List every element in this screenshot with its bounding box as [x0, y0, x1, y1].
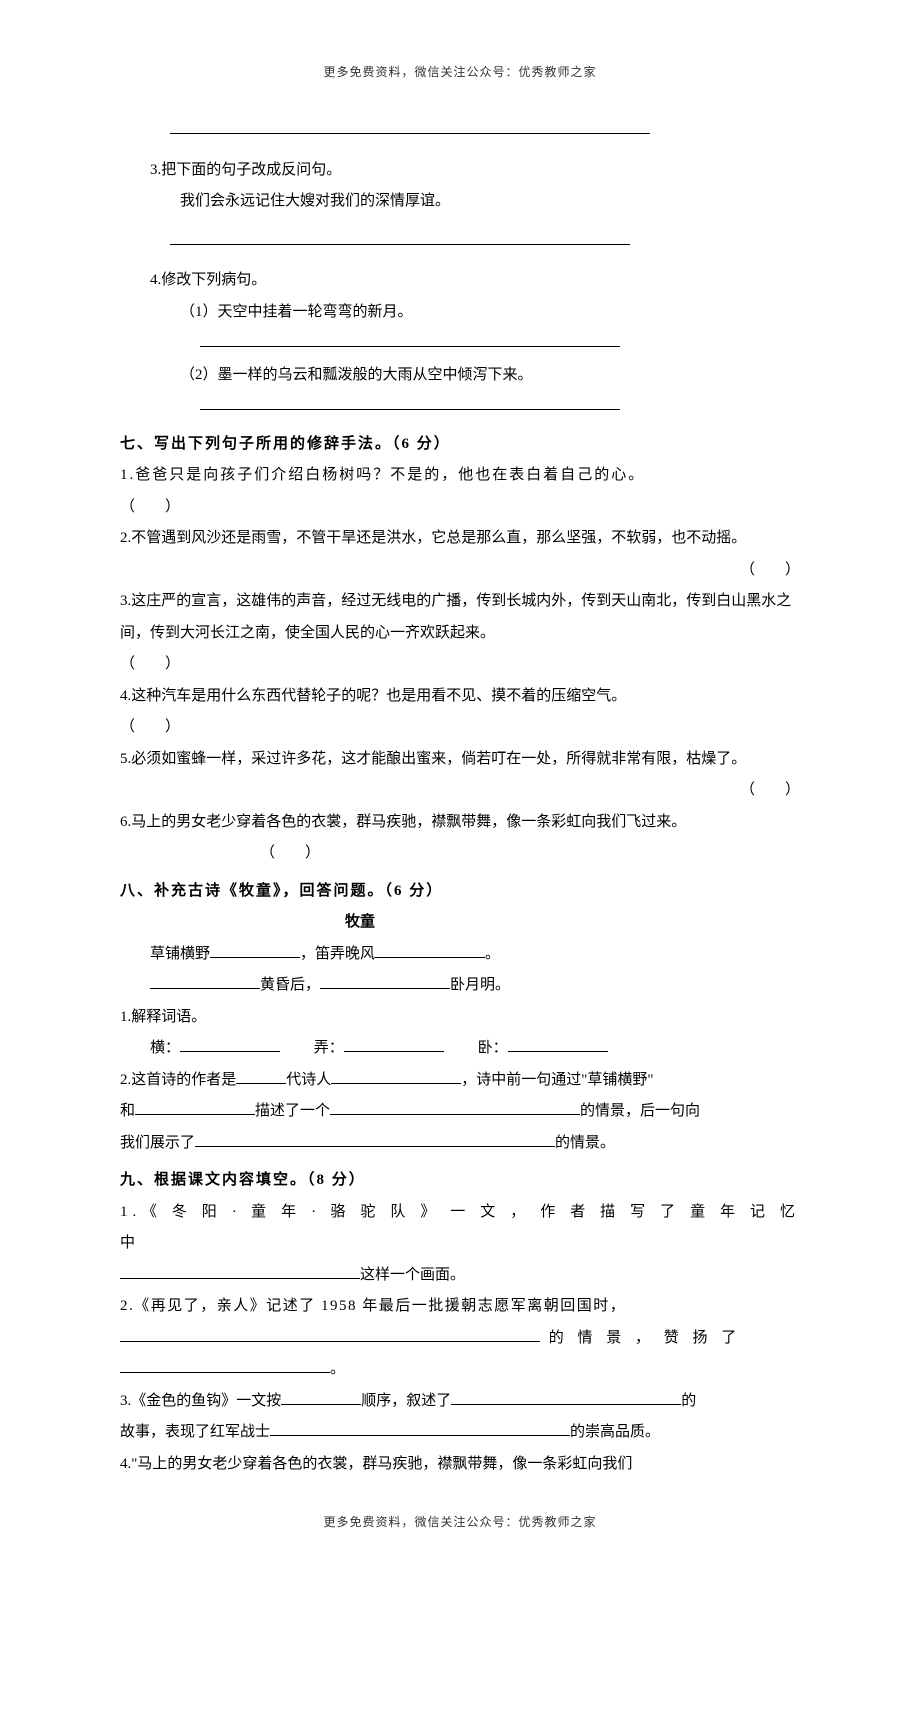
s9-i2c-line: 。 [120, 1354, 800, 1386]
paren-blank: （ ） [260, 838, 320, 870]
w3: 卧： [478, 1040, 508, 1056]
s7-item-5: 5.必须如蜜蜂一样，采过许多花，这才能酿出蜜来，倘若叮在一处，所得就非常有限，枯… [120, 744, 800, 807]
blank [236, 1069, 286, 1084]
l1a: 草铺横野 [150, 946, 210, 962]
s8-q2-line3: 我们展示了 的情景。 [120, 1128, 800, 1160]
blank [281, 1390, 361, 1405]
s8-q2-line2: 和 描述了一个 的情景，后一句向 [120, 1096, 800, 1128]
l2b: 卧月明。 [450, 977, 510, 993]
q2a: 2.这首诗的作者是 [120, 1072, 236, 1088]
word-defs: 横： 弄： 卧： [150, 1033, 800, 1065]
answer-line [170, 226, 800, 258]
paren-blank: （ ） [740, 555, 800, 587]
l1b: ，笛弄晚风 [300, 946, 375, 962]
s9-i3a: 3.《金色的鱼钩》一文按 [120, 1393, 281, 1409]
blank [451, 1390, 681, 1405]
blank [150, 974, 260, 989]
blank [344, 1037, 444, 1052]
l1c: 。 [485, 946, 500, 962]
paren-blank: （ ） [120, 712, 800, 744]
s9-i3e: 的崇高品质。 [570, 1424, 660, 1440]
paren-blank: （ ） [740, 775, 800, 807]
q2b: 代诗人 [286, 1072, 331, 1088]
page-footer: 更多免费资料，微信关注公众号：优秀教师之家 [120, 1510, 800, 1535]
blank [210, 943, 300, 958]
q3-prompt: 3.把下面的句子改成反问句。 [150, 155, 800, 187]
l2a: 黄昏后， [260, 977, 320, 993]
s9-i2c: 。 [330, 1361, 345, 1377]
s7-item-3: 3.这庄严的宣言，这雄伟的声音，经过无线电的广播，传到长城内外，传到天山南北，传… [120, 586, 800, 649]
blank [508, 1037, 608, 1052]
q4-s1: （1）天空中挂着一轮弯弯的新月。 [180, 297, 800, 329]
s9-i3b: 顺序，叙述了 [361, 1393, 451, 1409]
s7-i6-text: 6.马上的男女老少穿着各色的衣裳，群马疾驰，襟飘带舞，像一条彩虹向我们飞过来。 [120, 814, 686, 830]
blank [330, 1100, 580, 1115]
s9-i2b-line: 的 情 景 ， 赞 扬 了 [120, 1323, 800, 1355]
blank [331, 1069, 461, 1084]
answer-line [170, 115, 800, 147]
poem-title: 牧童 [0, 907, 800, 939]
section-7-title: 七、写出下列句子所用的修辞手法。（6 分） [120, 429, 800, 461]
blank [135, 1100, 255, 1115]
s9-i3-line1: 3.《金色的鱼钩》一文按 顺序，叙述了 的 [120, 1386, 800, 1418]
s7-item-1: 1.爸爸只是向孩子们介绍白杨树吗？不是的，他也在表白着自己的心。 [120, 460, 800, 492]
q4-s2: （2）墨一样的乌云和瓢泼般的大雨从空中倾泻下来。 [180, 360, 800, 392]
poem-line-2: 黄昏后， 卧月明。 [150, 970, 800, 1002]
s7-i2-text: 2.不管遇到风沙还是雨雪，不管干旱还是洪水，它总是那么直，那么坚强，不软弱，也不… [120, 530, 746, 546]
s9-i3d: 故事，表现了红军战士 [120, 1424, 270, 1440]
q2d: 和 [120, 1103, 135, 1119]
blank [320, 974, 450, 989]
blank [120, 1358, 330, 1373]
s7-item-2: 2.不管遇到风沙还是雨雪，不管干旱还是洪水，它总是那么直，那么坚强，不软弱，也不… [120, 523, 800, 586]
answer-line [200, 391, 800, 423]
s9-i2b: 的 情 景 ， 赞 扬 了 [540, 1330, 741, 1346]
s7-item-4: 4.这种汽车是用什么东西代替轮子的呢？也是用看不见、摸不着的压缩空气。 [120, 681, 800, 713]
s9-i1a: 1.《 冬 阳 · 童 年 · 骆 驼 队 》 一 文 ， 作 者 描 写 了 … [120, 1197, 800, 1260]
poem-line-1: 草铺横野 ，笛弄晚风 。 [150, 939, 800, 971]
blank [180, 1037, 280, 1052]
w2: 弄： [314, 1040, 344, 1056]
blank [120, 1264, 360, 1279]
blank [195, 1132, 555, 1147]
blank [375, 943, 485, 958]
q2c: ，诗中前一句通过"草铺横野" [461, 1072, 653, 1088]
s9-i1b: 这样一个画面。 [360, 1267, 465, 1283]
page-header: 更多免费资料，微信关注公众号：优秀教师之家 [120, 60, 800, 85]
q2h: 的情景。 [555, 1135, 615, 1151]
blank [120, 1327, 540, 1342]
paren-blank: （ ） [120, 492, 800, 524]
s8-q2-line1: 2.这首诗的作者是 代诗人 ，诗中前一句通过"草铺横野" [120, 1065, 800, 1097]
section-9-title: 九、根据课文内容填空。（8 分） [120, 1165, 800, 1197]
s9-i3-line2: 故事，表现了红军战士 的崇高品质。 [120, 1417, 800, 1449]
paren-blank: （ ） [120, 649, 800, 681]
answer-line [200, 328, 800, 360]
w1: 横： [150, 1040, 180, 1056]
s9-i3c: 的 [681, 1393, 696, 1409]
s7-i5-text: 5.必须如蜜蜂一样，采过许多花，这才能酿出蜜来，倘若叮在一处，所得就非常有限，枯… [120, 751, 746, 767]
q2f: 的情景，后一句向 [580, 1103, 700, 1119]
s8-q1: 1.解释词语。 [120, 1002, 800, 1034]
q2g: 我们展示了 [120, 1135, 195, 1151]
q4-prompt: 4.修改下列病句。 [150, 265, 800, 297]
q3-sentence: 我们会永远记住大嫂对我们的深情厚谊。 [180, 186, 800, 218]
q2e: 描述了一个 [255, 1103, 330, 1119]
s9-i4: 4."马上的男女老少穿着各色的衣裳，群马疾驰，襟飘带舞，像一条彩虹向我们 [120, 1449, 800, 1481]
s9-i1b-line: 这样一个画面。 [120, 1260, 800, 1292]
s9-i2a: 2.《再见了，亲人》记述了 1958 年最后一批援朝志愿军离朝回国时， [120, 1291, 800, 1323]
section-8-title: 八、补充古诗《牧童》，回答问题。（6 分） [120, 876, 800, 908]
document-page: 更多免费资料，微信关注公众号：优秀教师之家 3.把下面的句子改成反问句。 我们会… [0, 0, 920, 1585]
blank [270, 1421, 570, 1436]
s7-item-6: 6.马上的男女老少穿着各色的衣裳，群马疾驰，襟飘带舞，像一条彩虹向我们飞过来。 … [120, 807, 800, 870]
